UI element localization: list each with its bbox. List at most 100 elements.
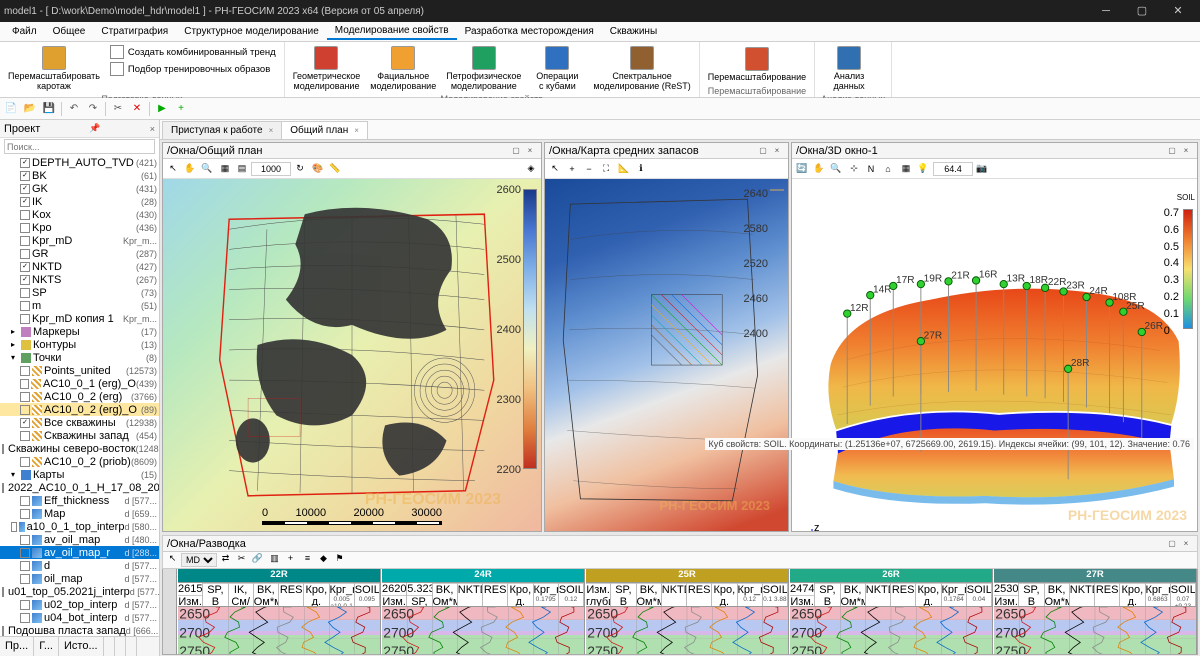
tree-row[interactable]: ✓BK(61) (0, 169, 159, 182)
rotate-icon[interactable]: 🔄 (794, 161, 810, 177)
tree-row[interactable]: Kpr_mDKpr_m... (0, 234, 159, 247)
menu-item[interactable]: Скважины (602, 24, 665, 39)
menu-item[interactable]: Моделирование свойств (327, 23, 457, 40)
view-max-icon[interactable]: ▢ (509, 146, 523, 155)
menu-item[interactable]: Стратиграфия (93, 24, 176, 39)
zoom-out-icon[interactable]: − (581, 161, 597, 177)
training-images-icon[interactable]: Подбор тренировочных образов (108, 61, 278, 77)
combined-trend-icon[interactable]: Создать комбинированный тренд (108, 44, 278, 60)
open-icon[interactable]: 📂 (21, 100, 39, 118)
project-tab[interactable] (104, 637, 115, 656)
measure-icon[interactable]: 📐 (616, 161, 632, 177)
vexag-input[interactable] (933, 162, 973, 176)
new-icon[interactable]: 📄 (2, 100, 20, 118)
tree-row[interactable]: ✓GK(431) (0, 182, 159, 195)
menu-item[interactable]: Общее (45, 24, 94, 39)
zoom-icon[interactable]: 🔍 (199, 161, 215, 177)
tree-row[interactable]: AC10_0_2 (erg)_O(89) (0, 403, 159, 416)
cut-icon[interactable]: ✂ (109, 100, 127, 118)
well-columns[interactable]: 22R2615.5Изм. глубина1:4534SP, ВGK, мВ/ч… (162, 569, 1198, 655)
tree-row[interactable]: ▾Точки(8) (0, 351, 159, 364)
project-tab[interactable]: Г... (34, 637, 59, 656)
plan-canvas[interactable]: 26002500240023002200 0100002000030000 РН… (163, 179, 541, 531)
tree-row[interactable]: AC10_0_1 (erg)_O(439) (0, 377, 159, 390)
tree-row[interactable]: u01_top_05.2021j_interpd [577... (0, 585, 159, 598)
scale-input[interactable] (251, 162, 291, 176)
home-icon[interactable]: ⌂ (880, 161, 896, 177)
geometric-modeling-icon[interactable]: Геометрическоемоделирование (291, 44, 363, 94)
menu-item[interactable]: Разработка месторождения (457, 24, 602, 39)
bbox-icon[interactable]: ▦ (898, 161, 914, 177)
tree-row[interactable]: Points_united(12573) (0, 364, 159, 377)
scissors-icon[interactable]: ✂ (234, 553, 249, 568)
well-column[interactable]: 22R2615.5Изм. глубина1:4534SP, ВGK, мВ/ч… (178, 569, 381, 654)
add-track-icon[interactable]: + (283, 553, 298, 568)
redo-icon[interactable]: ↷ (84, 100, 102, 118)
facies-modeling-icon[interactable]: Фациальноемоделирование (368, 44, 438, 94)
tree-row[interactable]: Kpr_mD копия 1Kpr_m... (0, 312, 159, 325)
data-analysis-icon[interactable]: Анализданных (821, 44, 877, 94)
view-close-icon[interactable]: × (770, 146, 784, 155)
document-tab[interactable]: Общий план× (281, 121, 368, 139)
refresh-icon[interactable]: ↻ (292, 161, 308, 177)
tree-row[interactable]: Eff_thicknessd [577... (0, 494, 159, 507)
pan-icon[interactable]: ✋ (811, 161, 827, 177)
project-tab[interactable] (115, 637, 126, 656)
link-icon[interactable]: 🔗 (250, 553, 265, 568)
tree-row[interactable]: ▾Карты(15) (0, 468, 159, 481)
north-icon[interactable]: N (863, 161, 879, 177)
upscaling-icon[interactable]: Перемасштабирование (706, 44, 808, 86)
project-tab[interactable]: Исто... (59, 637, 104, 656)
tree-row[interactable]: Подошва пласта западd [666... (0, 624, 159, 636)
view-close-icon[interactable]: × (1179, 146, 1193, 155)
palette-icon[interactable]: 🎨 (310, 161, 326, 177)
save-icon[interactable]: 💾 (40, 100, 58, 118)
tree-row[interactable]: av_oil_mapd [480... (0, 533, 159, 546)
project-tab[interactable]: Пр... (0, 637, 34, 656)
arrow-icon[interactable]: ↖ (547, 161, 563, 177)
tree-row[interactable]: SP(73) (0, 286, 159, 299)
tree-row[interactable]: Kро(436) (0, 221, 159, 234)
tree-row[interactable]: a10_0_1_top_interpd [580... (0, 520, 159, 533)
tree-row[interactable]: ✓DEPTH_AUTO_TVD(421) (0, 156, 159, 169)
tree-row[interactable]: Kох(430) (0, 208, 159, 221)
grid-icon[interactable]: ▤ (234, 161, 250, 177)
tree-row[interactable]: AC10_0_2 (erg)(3766) (0, 390, 159, 403)
cube-ops-icon[interactable]: Операциис кубами (529, 44, 585, 94)
project-tab[interactable] (126, 637, 137, 656)
tree-row[interactable]: ✓IK(28) (0, 195, 159, 208)
view-max-icon[interactable]: ▢ (1165, 146, 1179, 155)
light-icon[interactable]: 💡 (915, 161, 931, 177)
tree-row[interactable]: ✓NKTS(267) (0, 273, 159, 286)
well-column[interactable]: 24R2620.5Изм. глубина1:46115.323SP, ВGK,… (382, 569, 585, 654)
view-close-icon[interactable]: × (523, 146, 537, 155)
well-column[interactable]: 25RИзм. глубина1:4612SP, ВGK, мВ/чBK, Ом… (586, 569, 789, 654)
info-icon[interactable]: ℹ (633, 161, 649, 177)
document-tab[interactable]: Приступая к работе× (162, 121, 282, 139)
petrophysics-icon[interactable]: Петрофизическоемоделирование (444, 44, 523, 94)
canvas-3d[interactable]: 12R 14R 17R 19R 21R 16R 13R 18R 22R 23R … (792, 179, 1197, 531)
depth-mode-select[interactable]: MD (181, 553, 217, 567)
tree-row[interactable]: m(51) (0, 299, 159, 312)
project-tree[interactable]: ✓DEPTH_AUTO_TVD(421)✓BK(61)✓GK(431)✓IK(2… (0, 156, 159, 636)
reserve-canvas[interactable]: 26402580252024602400 РН-ГЕОСИМ 2023 (545, 179, 788, 531)
undo-icon[interactable]: ↶ (65, 100, 83, 118)
tree-row[interactable]: Скважины северо-восток(12485) (0, 442, 159, 455)
close-button[interactable]: ✕ (1160, 0, 1196, 22)
hand-icon[interactable]: ✋ (182, 161, 198, 177)
camera-icon[interactable]: 📷 (974, 161, 990, 177)
spectral-icon[interactable]: Спектральноемоделирование (ReST) (591, 44, 692, 94)
tree-row[interactable]: ✓Все скважины(12938) (0, 416, 159, 429)
tree-row[interactable]: Mapd [659... (0, 507, 159, 520)
axis-icon[interactable]: ⊹ (846, 161, 862, 177)
zoom-in-icon[interactable]: + (564, 161, 580, 177)
zoom-icon[interactable]: 🔍 (828, 161, 844, 177)
tree-row[interactable]: oil_mapd [577... (0, 572, 159, 585)
view-max-icon[interactable]: ▢ (1165, 539, 1179, 548)
tree-row[interactable]: u02_top_interpd [577... (0, 598, 159, 611)
tree-row[interactable]: Скважины запад(454) (0, 429, 159, 442)
tree-row[interactable]: GR(287) (0, 247, 159, 260)
tree-row[interactable]: dd [577... (0, 559, 159, 572)
minimize-button[interactable]: ─ (1088, 0, 1124, 22)
sync-icon[interactable]: ⇄ (218, 553, 233, 568)
